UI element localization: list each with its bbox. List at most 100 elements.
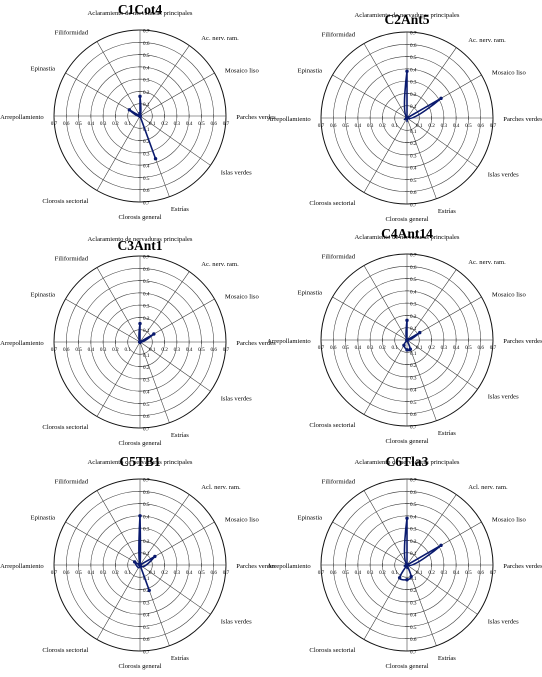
- spoke-line: [139, 271, 190, 343]
- chart-title: C6Tla3: [386, 454, 429, 469]
- data-point: [439, 96, 443, 101]
- tick-label: 0.4: [410, 613, 417, 619]
- tick-label: 0.3: [441, 123, 448, 129]
- tick-label: 0.4: [453, 570, 460, 576]
- tick-label: 0.4: [143, 390, 150, 396]
- spoke-line: [139, 115, 211, 166]
- spoke-label: Islas verdes: [488, 171, 519, 178]
- tick-label: 0.3: [143, 377, 150, 383]
- data-point: [405, 348, 409, 352]
- spoke-label: Aclaramiento de nervaduras principales: [88, 10, 193, 17]
- tick-label: 0.2: [161, 570, 168, 576]
- spoke-line: [65, 521, 141, 566]
- tick-label: 0.6: [410, 637, 417, 643]
- tick-label: 0.5: [410, 625, 417, 631]
- tick-label: 0.1: [149, 570, 156, 576]
- spoke-label: Clorosis general: [118, 214, 161, 221]
- chart-title: C5TB1: [119, 454, 161, 469]
- tick-label: 0.1: [124, 121, 131, 127]
- spoke-label: Filiformidad: [55, 255, 89, 262]
- tick-label: 0.6: [143, 490, 150, 496]
- tick-label: 0.3: [410, 80, 417, 86]
- spoke-line: [139, 341, 211, 392]
- spoke-label: Parches verdes: [236, 114, 276, 121]
- tick-label: 0.1: [149, 121, 156, 127]
- tick-label: 0.5: [143, 625, 150, 631]
- tick-label: 0.2: [410, 141, 417, 147]
- data-point: [127, 108, 132, 112]
- tick-label: 0.3: [410, 375, 417, 381]
- tick-label: 0.2: [410, 588, 417, 594]
- spoke-label: Filiformidad: [322, 478, 356, 485]
- spoke-label: Mosaico liso: [225, 516, 260, 523]
- spoke-label: Epinastia: [31, 65, 56, 72]
- spoke-label: Acl. nerv. ram.: [468, 484, 508, 491]
- tick-label: 0.1: [124, 570, 131, 576]
- data-point: [138, 114, 142, 118]
- tick-label: 0.7: [410, 253, 417, 259]
- tick-label: 0.7: [143, 255, 150, 261]
- spoke-line: [363, 265, 408, 341]
- spoke-label: Epinastia: [298, 67, 323, 74]
- tick-label: 0.2: [410, 92, 417, 98]
- tick-label: 0.5: [410, 400, 417, 406]
- spoke-line: [363, 490, 408, 566]
- data-point: [153, 157, 158, 161]
- tick-label: 0.2: [143, 539, 150, 545]
- tick-label: 0.6: [143, 188, 150, 194]
- tick-label: 0.7: [490, 345, 497, 351]
- spoke-label: Mosaico liso: [492, 291, 527, 298]
- tick-label: 0.6: [143, 267, 150, 273]
- tick-label: 0.1: [124, 347, 131, 353]
- data-point: [147, 588, 151, 593]
- tick-label: 0.7: [410, 478, 417, 484]
- data-point: [439, 543, 443, 548]
- spoke-label: Aclaramiento de nervaduras principales: [355, 459, 460, 466]
- tick-label: 0.2: [410, 314, 417, 320]
- tick-label: 0.4: [410, 514, 417, 520]
- tick-label: 0.7: [318, 345, 325, 351]
- spoke-label: Estrías: [438, 208, 456, 215]
- spoke-line: [65, 72, 141, 117]
- tick-label: 0.5: [342, 123, 349, 129]
- spoke-line: [96, 41, 141, 117]
- spoke-line: [406, 564, 437, 646]
- tick-label: 0.7: [410, 425, 417, 431]
- tick-label: 0.4: [143, 613, 150, 619]
- tick-label: 0.1: [410, 104, 417, 110]
- spoke-label: Arrepollamiento: [267, 116, 311, 123]
- spoke-label: Aclaramiento de nervaduras principales: [88, 236, 193, 243]
- spoke-line: [363, 339, 408, 415]
- tick-label: 0.2: [143, 365, 150, 371]
- tick-label: 0.3: [100, 347, 107, 353]
- spoke-label: Parches verdes: [503, 338, 542, 345]
- tick-label: 0.4: [88, 121, 95, 127]
- data-point: [152, 332, 156, 336]
- spoke-label: Epinastia: [31, 291, 56, 298]
- tick-label: 0.5: [143, 402, 150, 408]
- data-point: [405, 563, 409, 567]
- tick-label: 0.6: [410, 265, 417, 271]
- data-point: [138, 563, 142, 567]
- chart-title: C2Ant5: [384, 12, 429, 27]
- tick-label: 0.3: [367, 123, 374, 129]
- data-point: [132, 560, 137, 564]
- tick-label: 0.1: [416, 345, 423, 351]
- tick-label: 0.3: [410, 600, 417, 606]
- data-point: [418, 330, 422, 335]
- spoke-label: Estrías: [171, 432, 189, 439]
- spoke-line: [406, 117, 478, 168]
- tick-label: 0.5: [465, 123, 472, 129]
- data-point: [405, 318, 409, 323]
- spoke-line: [406, 117, 437, 199]
- spoke-label: Estrías: [171, 655, 189, 662]
- data-point: [405, 578, 409, 582]
- spoke-label: Mosaico liso: [225, 293, 260, 300]
- tick-label: 0.1: [391, 123, 398, 129]
- tick-label: 0.2: [410, 363, 417, 369]
- spoke-line: [332, 521, 408, 566]
- tick-label: 0.7: [223, 347, 230, 353]
- spoke-label: Arrepollamiento: [0, 563, 44, 570]
- tick-label: 0.6: [210, 570, 217, 576]
